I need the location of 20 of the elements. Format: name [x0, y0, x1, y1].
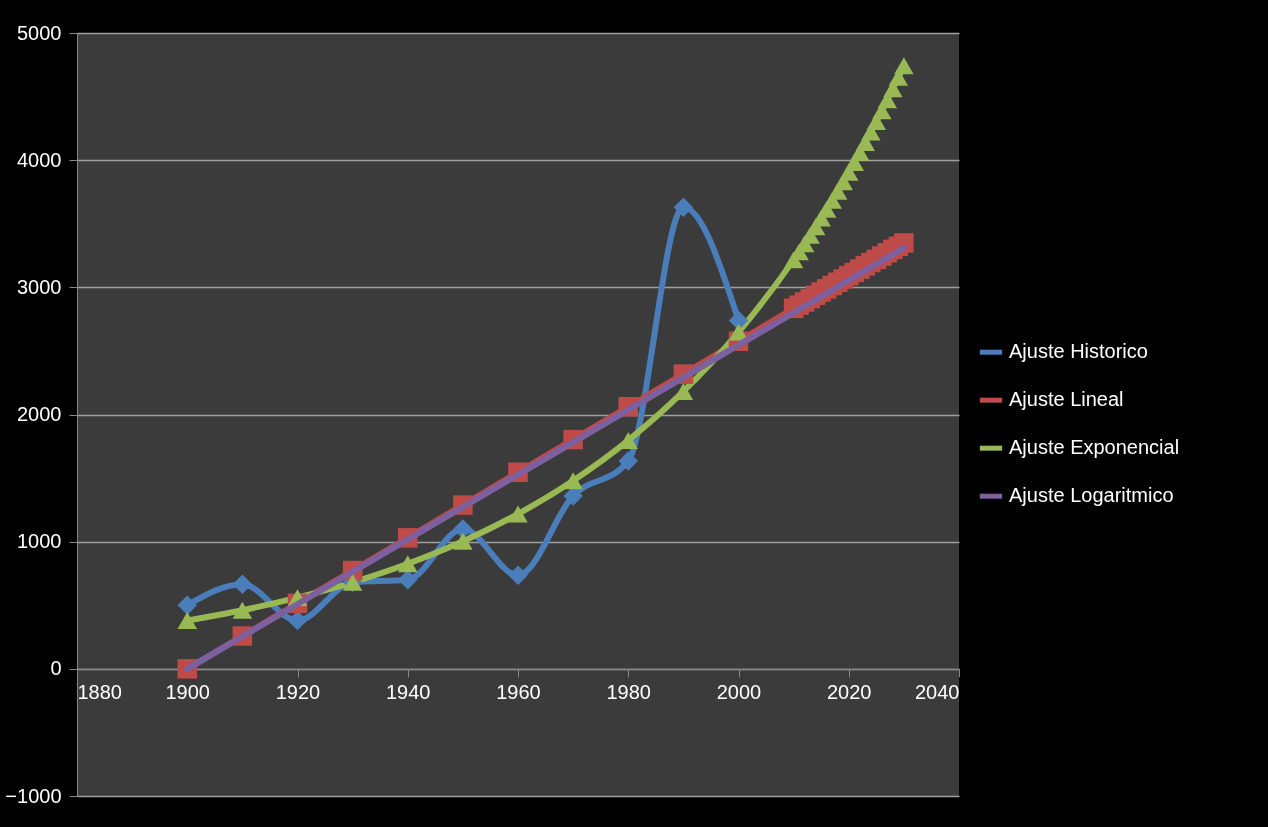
y-tick-label: −1000: [5, 784, 62, 807]
x-tick-label: 2020: [827, 681, 872, 704]
legend-label: Ajuste Lineal: [1009, 388, 1124, 411]
x-tick-label: 2040: [915, 681, 960, 704]
x-tick-label: 1900: [165, 681, 210, 704]
x-tick-label: 1980: [606, 681, 651, 704]
legend-label: Ajuste Exponencial: [1009, 436, 1180, 459]
x-tick-label: 1960: [496, 681, 541, 704]
y-tick-label: 4000: [17, 148, 62, 171]
y-tick-label: 3000: [17, 275, 62, 298]
x-tick-label: 1880: [77, 681, 122, 704]
legend-label: Ajuste Historico: [1009, 340, 1148, 363]
y-tick-label: 2000: [17, 403, 62, 425]
x-tick-label: 1920: [275, 681, 321, 704]
x-tick-label: 1940: [386, 681, 431, 704]
x-tick-label: 2000: [716, 681, 762, 704]
y-tick-label: 0: [50, 657, 62, 680]
y-tick-label: 1000: [17, 530, 62, 553]
y-tick-label: 5000: [17, 21, 62, 44]
legend-label: Ajuste Logaritmico: [1009, 484, 1174, 507]
